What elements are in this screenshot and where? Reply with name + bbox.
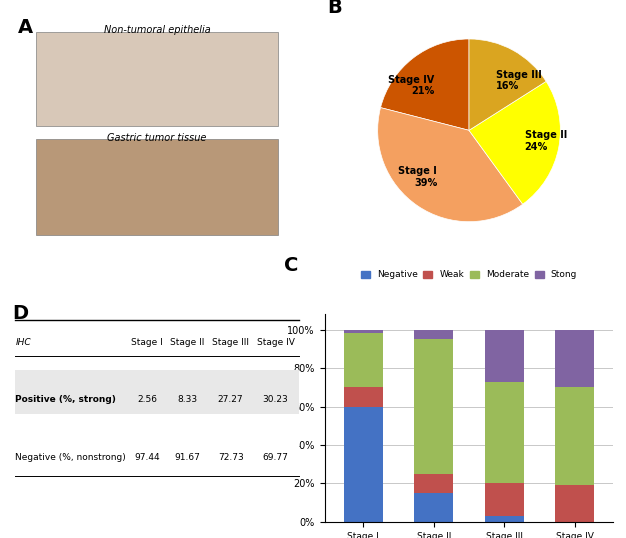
Text: Stage IV
21%: Stage IV 21% [388,75,434,96]
Bar [344,387,382,407]
Text: Stage II: Stage II [170,338,205,348]
Text: Stage I
39%: Stage I 39% [398,166,437,188]
Bar [344,407,382,522]
Bar [485,516,523,522]
Bar [485,381,523,484]
FancyBboxPatch shape [36,32,279,126]
Text: 72.73: 72.73 [218,453,244,462]
Text: A: A [18,18,33,38]
Bar [555,387,594,485]
Bar [414,330,453,339]
Text: 8.33: 8.33 [177,395,197,404]
Text: 30.23: 30.23 [262,395,289,404]
Text: Stage III
16%: Stage III 16% [496,70,542,91]
Text: 69.77: 69.77 [262,453,289,462]
Bar [414,474,453,493]
Text: Positive (%, strong): Positive (%, strong) [16,395,116,404]
Bar [555,330,594,387]
FancyBboxPatch shape [16,370,299,414]
Bar [485,330,523,381]
Bar [344,334,382,387]
Text: Stage I: Stage I [131,338,163,348]
Text: 27.27: 27.27 [218,395,244,404]
FancyBboxPatch shape [16,428,299,472]
Text: Non-tumoral epithelia: Non-tumoral epithelia [104,25,210,36]
Wedge shape [469,39,546,130]
Text: Stage II
24%: Stage II 24% [525,130,567,152]
Text: Negative (%, nonstrong): Negative (%, nonstrong) [16,453,126,462]
Wedge shape [377,108,523,222]
Bar [555,485,594,522]
Wedge shape [469,81,560,204]
Text: 97.44: 97.44 [134,453,160,462]
Text: Gastric tumor tissue: Gastric tumor tissue [107,132,207,143]
Text: D: D [13,304,29,323]
Text: B: B [327,0,342,17]
Bar [414,339,453,474]
Text: 2.56: 2.56 [137,395,157,404]
Text: Stage III: Stage III [212,338,249,348]
Legend: Negative, Weak, Moderate, Stong: Negative, Weak, Moderate, Stong [357,267,581,283]
Text: C: C [284,256,299,275]
Bar [414,493,453,522]
Text: Stage IV: Stage IV [257,338,294,348]
Bar [485,484,523,516]
Text: IHC: IHC [16,338,31,348]
FancyBboxPatch shape [36,139,279,235]
Wedge shape [381,39,469,130]
Text: 91.67: 91.67 [175,453,200,462]
Bar [344,330,382,334]
